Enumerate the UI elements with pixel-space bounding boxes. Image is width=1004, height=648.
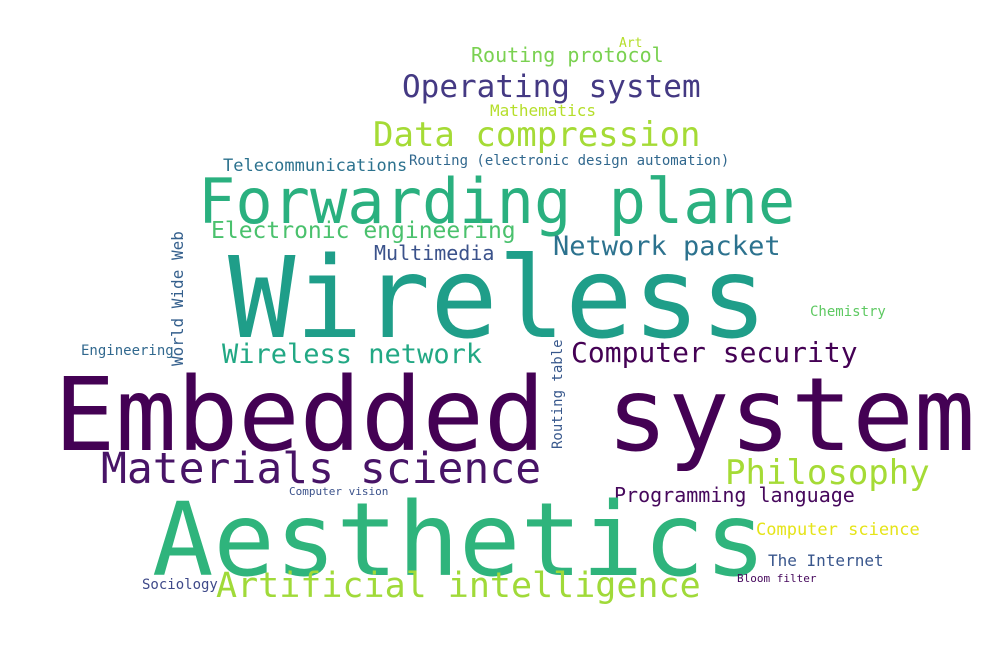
word-computer-security: Computer security	[571, 336, 858, 369]
word-computer-vision: Computer vision	[289, 485, 389, 498]
word-operating-system: Operating system	[402, 69, 701, 105]
word-routing-eda: Routing (electronic design automation)	[409, 153, 730, 169]
word-philosophy: Philosophy	[725, 453, 930, 493]
word-engineering: Engineering	[81, 343, 174, 359]
word-computer-science: Computer science	[756, 520, 920, 540]
word-artificial-intelligence: Artificial intelligence	[216, 566, 701, 606]
word-sociology: Sociology	[142, 577, 218, 593]
word-network-packet: Network packet	[553, 231, 781, 262]
word-the-internet: The Internet	[768, 551, 884, 570]
word-multimedia: Multimedia	[374, 241, 495, 265]
word-mathematics: Mathematics	[490, 101, 596, 120]
word-wireless: Wireless	[228, 234, 768, 364]
word-chemistry: Chemistry	[810, 304, 886, 320]
word-art: Art	[619, 36, 643, 51]
word-routing-protocol: Routing protocol	[471, 43, 664, 67]
word-wireless-network: Wireless network	[222, 339, 483, 370]
word-telecommunications: Telecommunications	[223, 156, 408, 176]
word-forwarding-plane: Forwarding plane	[198, 165, 796, 238]
word-electronic-engineering: Electronic engineering	[211, 218, 516, 244]
word-programming-language: Programming language	[614, 483, 855, 507]
word-bloom-filter: Bloom filter	[737, 572, 817, 585]
word-data-compression: Data compression	[373, 115, 701, 155]
word-embedded-system: Embedded system	[54, 356, 976, 475]
word-materials-science: Materials science	[101, 444, 542, 494]
word-aesthetics: Aesthetics	[152, 481, 767, 600]
